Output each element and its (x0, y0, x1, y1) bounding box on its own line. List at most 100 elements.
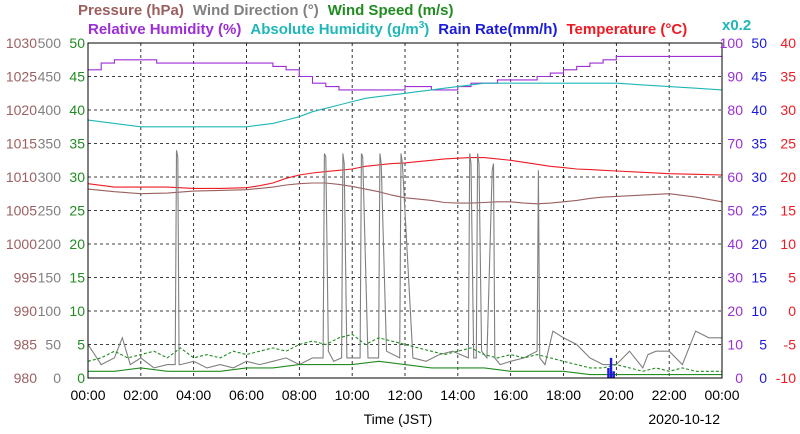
y-tick-label: 5 (77, 337, 85, 353)
x-tick-label: 04:00 (176, 387, 211, 403)
x-tick-label: 00:00 (704, 387, 739, 403)
y-tick-label: 25 (780, 136, 796, 152)
x-tick-label: 02:00 (123, 387, 158, 403)
y-tick-label: 1025 (6, 69, 37, 85)
y-tick-label: 50 (69, 35, 85, 51)
y-tick-label: 0 (759, 370, 767, 386)
x-tick-label: 08:00 (282, 387, 317, 403)
y-tick-label: 60 (727, 169, 743, 185)
y-tick-label: 250 (38, 203, 62, 219)
chart-date: 2020-10-12 (648, 411, 720, 427)
y-tick-label: 10 (780, 236, 796, 252)
y-tick-label: 35 (780, 69, 796, 85)
y-tick-label: 90 (727, 69, 743, 85)
y-tick-label: -10 (776, 370, 796, 386)
y-tick-label: 200 (38, 236, 62, 252)
rain-bar (607, 367, 610, 378)
y-tick-label: 40 (69, 102, 85, 118)
y-tick-label: 1020 (6, 102, 37, 118)
y-tick-label: 500 (38, 35, 62, 51)
y-tick-label: 20 (780, 169, 796, 185)
legend-item: Temperature (°C) (566, 21, 687, 38)
legend-item: Pressure (hPa) (78, 2, 184, 19)
humidity-multiplier-label: x0.2 (722, 17, 751, 34)
y-tick-label: 45 (751, 69, 767, 85)
x-tick-label: 22:00 (652, 387, 687, 403)
rain-bar (612, 371, 615, 378)
y-tick-label: 995 (14, 270, 38, 286)
y-tick-label: 0 (53, 370, 61, 386)
x-tick-label: 18:00 (546, 387, 581, 403)
x-tick-label: 12:00 (387, 387, 422, 403)
y-tick-label: 985 (14, 337, 38, 353)
y-tick-label: 980 (14, 370, 38, 386)
legend-item: Relative Humidity (%) (88, 21, 241, 38)
x-axis-label: Time (JST) (364, 411, 433, 427)
y-tick-label: 45 (69, 69, 85, 85)
plot-area (87, 43, 723, 378)
y-tick-label: 30 (727, 270, 743, 286)
series-line (87, 182, 723, 205)
y-tick-label: 25 (751, 203, 767, 219)
x-tick-label: 00:00 (70, 387, 105, 403)
legend-item: Wind Direction (°) (193, 2, 319, 19)
x-tick-label: 16:00 (493, 387, 528, 403)
y-tick-label: 300 (38, 169, 62, 185)
legend-item: Rain Rate(mm/h) (438, 21, 557, 38)
y-tick-label: 1030 (6, 35, 37, 51)
y-tick-label: 80 (727, 102, 743, 118)
y-tick-label: 0 (77, 370, 85, 386)
y-tick-label: 1010 (6, 169, 37, 185)
axes: 9809859909951000100510101015102010251030… (6, 35, 796, 427)
series-line (87, 157, 723, 189)
y-tick-label: 10 (69, 303, 85, 319)
series-line (87, 333, 722, 372)
y-tick-label: 1015 (6, 136, 37, 152)
y-tick-label: 20 (751, 236, 767, 252)
plot-frame (87, 42, 723, 379)
x-tick-label: 20:00 (599, 387, 634, 403)
y-tick-label: 30 (751, 169, 767, 185)
y-tick-label: 20 (69, 236, 85, 252)
y-tick-label: 1000 (6, 236, 37, 252)
series-line (88, 360, 722, 376)
y-tick-label: 50 (45, 337, 61, 353)
y-tick-label: 35 (751, 136, 767, 152)
rain-bar (609, 357, 613, 378)
y-tick-label: 10 (751, 303, 767, 319)
legend-item: Absolute Humidity (g/m3) (250, 20, 429, 38)
y-tick-label: 40 (780, 35, 796, 51)
y-tick-label: 350 (38, 136, 62, 152)
y-tick-label: 10 (727, 337, 743, 353)
y-tick-label: 5 (759, 337, 767, 353)
x-tick-label: 06:00 (229, 387, 264, 403)
y-tick-label: 40 (727, 236, 743, 252)
y-tick-label: 0 (788, 303, 796, 319)
series-line (88, 55, 722, 91)
y-tick-label: 100 (38, 303, 62, 319)
y-tick-label: 150 (38, 270, 62, 286)
y-tick-label: 450 (38, 69, 62, 85)
y-tick-label: 50 (751, 35, 767, 51)
y-tick-label: 15 (69, 270, 85, 286)
y-tick-label: 400 (38, 102, 62, 118)
y-tick-label: 100 (720, 35, 744, 51)
y-tick-label: 30 (69, 169, 85, 185)
y-tick-label: 20 (727, 303, 743, 319)
y-tick-label: 15 (780, 203, 796, 219)
legend-item: Wind Speed (m/s) (328, 2, 454, 19)
x-tick-label: 10:00 (335, 387, 370, 403)
y-tick-label: 35 (69, 136, 85, 152)
y-tick-label: -5 (784, 337, 797, 353)
y-tick-label: 0 (735, 370, 743, 386)
y-tick-label: 990 (14, 303, 38, 319)
series-line (87, 82, 723, 128)
y-tick-label: 70 (727, 136, 743, 152)
y-tick-label: 1005 (6, 203, 37, 219)
y-tick-label: 50 (727, 203, 743, 219)
series-line (87, 150, 722, 369)
y-tick-label: 40 (751, 102, 767, 118)
y-tick-label: 15 (751, 270, 767, 286)
